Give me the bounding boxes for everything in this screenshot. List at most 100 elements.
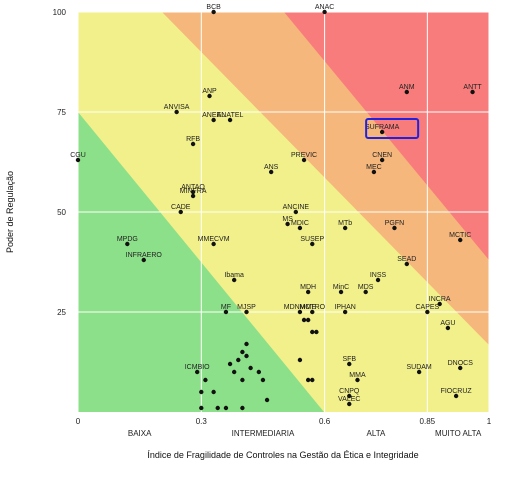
data-point [371, 169, 377, 175]
y-tick-label: 75 [57, 108, 66, 117]
data-point [301, 157, 307, 163]
data-point [379, 157, 385, 163]
data-point [227, 361, 233, 367]
point-label: ANAC [315, 4, 334, 11]
data-point [310, 309, 315, 315]
point-label: MMA [349, 372, 366, 379]
data-point [310, 241, 315, 247]
data-point [231, 369, 237, 375]
data-point [207, 93, 212, 99]
data-point [379, 129, 385, 135]
point-label: MMECVM [198, 236, 230, 243]
data-point [305, 377, 311, 383]
point-label: ANP [202, 88, 217, 95]
point-label: ANCINE [283, 204, 310, 211]
data-point [211, 9, 216, 15]
y-tick-label: 100 [53, 8, 67, 17]
data-point [297, 225, 303, 231]
data-point [244, 341, 249, 347]
point-label: MCTRO [299, 304, 325, 311]
point-label: MDH [300, 284, 316, 291]
data-point [203, 377, 208, 383]
point-label: VALEC [338, 396, 360, 403]
data-point [310, 377, 315, 383]
data-point [240, 405, 245, 411]
data-point [190, 189, 196, 195]
data-point [174, 109, 179, 115]
data-point [223, 309, 229, 315]
data-point [190, 193, 196, 199]
data-point [293, 209, 299, 215]
y-tick-label: 25 [57, 308, 66, 317]
y-tick-label: 50 [57, 208, 66, 217]
data-point [227, 117, 233, 123]
point-label: ICMBIO [185, 364, 210, 371]
data-point [141, 257, 146, 263]
data-point [244, 309, 249, 315]
data-point [355, 377, 360, 383]
point-label: MDS [358, 284, 374, 291]
point-label: ANM [399, 84, 415, 91]
data-point [404, 89, 409, 95]
point-label: ANTT [463, 84, 482, 91]
y-axis-ticks: 25 50 75 100 [53, 8, 67, 317]
data-point [260, 377, 266, 383]
data-point [470, 89, 475, 95]
x-tick-label: 0.6 [319, 417, 331, 426]
x-category-label: BAIXA [128, 429, 152, 438]
x-category-label: INTERMEDIARIA [232, 429, 295, 438]
point-label: CADE [171, 204, 191, 211]
data-point [322, 9, 327, 15]
x-tick-label: 0.85 [420, 417, 436, 426]
data-point [445, 325, 451, 331]
data-point [231, 277, 237, 283]
data-point [425, 309, 430, 315]
data-point [347, 361, 352, 367]
point-label: CNPQ [339, 388, 360, 395]
point-label: MF [221, 304, 231, 311]
data-point [458, 237, 463, 243]
point-label: Ibama [224, 272, 244, 279]
data-point [297, 309, 303, 315]
data-point [301, 317, 307, 323]
point-label: IPHAN [334, 304, 355, 311]
data-point [211, 389, 216, 395]
highlight-box [365, 118, 420, 139]
point-label: RFB [186, 136, 200, 143]
data-point [375, 277, 381, 283]
data-point [342, 309, 348, 315]
x-tick-label: 0.3 [196, 417, 208, 426]
point-label: MPDG [117, 236, 138, 243]
data-point [244, 353, 249, 359]
data-point [223, 405, 229, 411]
data-point [363, 289, 368, 295]
data-point [256, 369, 262, 375]
highlight-layer [365, 118, 420, 139]
point-label: MCTIC [449, 232, 471, 239]
point-label: ANATEL [217, 112, 244, 119]
data-point [240, 377, 245, 383]
data-point [199, 389, 204, 395]
data-point [338, 289, 344, 295]
data-point [437, 301, 442, 307]
data-point [190, 141, 196, 147]
data-point [342, 225, 348, 231]
x-axis-categories: BAIXA INTERMEDIARIA ALTA MUITO ALTA [128, 429, 482, 438]
data-point [305, 289, 311, 295]
x-tick-label: 0 [76, 417, 81, 426]
data-point [211, 241, 216, 247]
point-label: PGFN [385, 220, 404, 227]
data-point [285, 221, 290, 227]
data-point [125, 241, 130, 247]
data-point [453, 393, 459, 399]
point-label: BCB [206, 4, 221, 11]
point-label: PREVIC [291, 152, 317, 159]
x-category-label: MUITO ALTA [435, 429, 482, 438]
point-label: INCRA [429, 296, 451, 303]
point-label: ANEEL [202, 112, 225, 119]
data-point [240, 349, 245, 355]
data-point [297, 357, 303, 363]
point-label: MEC [366, 164, 382, 171]
